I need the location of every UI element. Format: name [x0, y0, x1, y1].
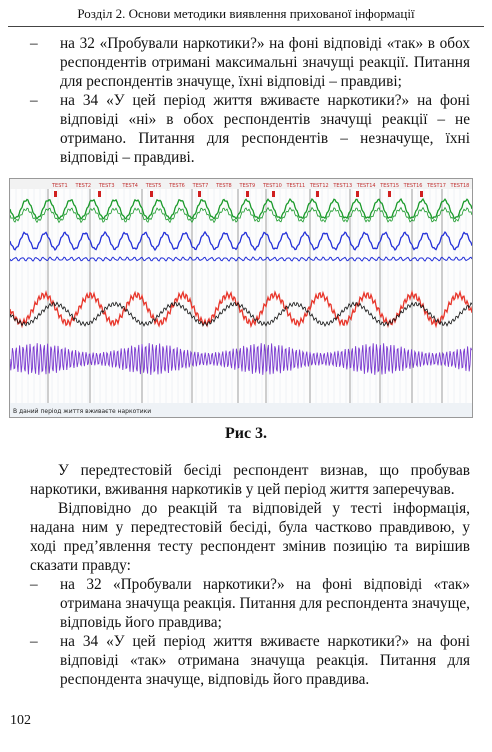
paragraph: У передтестовій бесіді респондент визнав…: [30, 462, 470, 498]
tab-label: TEST5: [145, 183, 162, 189]
list-item-text: на 32 «Пробували наркотики?» на фоні від…: [60, 35, 470, 90]
black-trace: [9, 301, 473, 327]
tab-label: TEST1: [51, 183, 68, 189]
tab-label: TEST13: [332, 183, 352, 189]
list-item-text: на 32 «Пробували наркотики?» на фоні від…: [60, 576, 470, 631]
tab-label: TEST12: [309, 183, 329, 189]
dash-marker: –: [30, 633, 38, 650]
list-item: – на 34 «У цей період життя вживаєте нар…: [30, 91, 470, 167]
list-item: – на 34 «У цей період життя вживаєте нар…: [30, 632, 470, 689]
figure-caption: Рис 3.: [224, 425, 268, 442]
polygraph-figure: TEST1 TEST2 TEST3 TEST4 TEST5 TEST6 TEST7 TEST8…: [9, 178, 473, 418]
purple-trace: [9, 343, 473, 375]
dash-marker: –: [30, 576, 38, 593]
list-item: – на 32 «Пробували наркотики?» на фоні в…: [30, 34, 470, 91]
question-marker: [198, 191, 201, 197]
tab-label: TEST10: [262, 183, 282, 189]
tab-label: TEST17: [426, 183, 446, 189]
status-bar: [10, 403, 472, 417]
green-trace-2: [9, 206, 473, 224]
tab-label: TEST7: [192, 183, 209, 189]
dash-marker: –: [30, 35, 38, 52]
red-trace: [9, 289, 473, 329]
tab-bar: [10, 179, 472, 189]
tab-label: TEST4: [121, 183, 138, 189]
page-number: 102: [10, 713, 31, 728]
list-item-text: на 34 «У цей період життя вживаєте нарко…: [60, 633, 470, 688]
question-marker: [356, 191, 359, 197]
blue-trace: [9, 230, 473, 252]
status-text: В даний період життя вживаєте наркотики: [13, 408, 151, 415]
running-header: Розділ 2. Основи методики виявлення прих…: [8, 4, 484, 27]
question-marker: [98, 191, 101, 197]
tab-label: TEST9: [239, 183, 256, 189]
question-marker: [246, 191, 249, 197]
question-marker: [54, 191, 57, 197]
tab-label: TEST15: [379, 183, 399, 189]
tab-label: TEST18: [450, 183, 470, 189]
polygraph-chart: TEST1 TEST2 TEST3 TEST4 TEST5 TEST6 TEST7 TEST8…: [9, 179, 473, 417]
tab-label: TEST6: [168, 183, 185, 189]
tab-label: TEST2: [74, 183, 91, 189]
list-item: – на 32 «Пробували наркотики?» на фоні в…: [30, 575, 470, 632]
tab-label: TEST8: [215, 183, 232, 189]
tab-label: TEST3: [98, 183, 115, 189]
question-marker: [272, 191, 275, 197]
body-text: У передтестовій бесіді респондент визнав…: [30, 461, 470, 689]
question-marker: [388, 191, 391, 197]
tab-label: TEST11: [285, 183, 305, 189]
paragraph: Відповідно до реакцій та відповідей у те…: [30, 500, 470, 574]
question-marker: [150, 191, 153, 197]
question-marker: [420, 191, 423, 197]
question-marker: [316, 191, 319, 197]
dash-marker: –: [30, 92, 38, 109]
green-trace: [9, 197, 473, 221]
tab-label: TEST14: [356, 183, 376, 189]
top-list: – на 32 «Пробували наркотики?» на фоні в…: [30, 34, 470, 167]
blue-baseline-trace: [9, 256, 473, 262]
list-item-text: на 34 «У цей період життя вживаєте нарко…: [60, 92, 470, 166]
tab-label: TEST16: [403, 183, 423, 189]
